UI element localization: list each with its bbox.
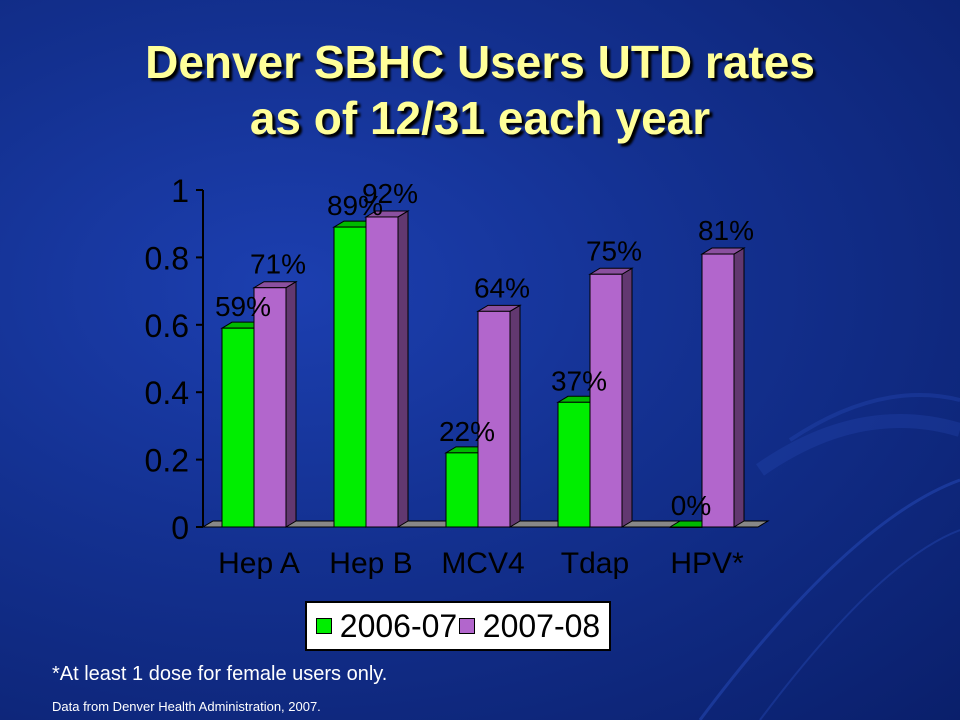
bar-series-2-side [397,210,409,528]
title-line-2: as of 12/31 each year [249,92,711,144]
y-tick-label: 0.6 [145,308,189,344]
x-category-label: Hep B [329,547,412,580]
bar-series-2 [253,287,287,528]
x-category-label: Hep A [218,547,300,580]
bar-series-2-side [621,267,633,528]
data-label-series-1: 0% [671,490,711,521]
y-tick-label: 0.8 [145,240,189,276]
data-label-series-1: 59% [215,291,271,322]
bar-series-2-side [285,280,297,528]
legend-item-series-2: 2007-08 [458,607,601,645]
data-label-series-2: 92% [362,178,418,209]
legend-label-series-2: 2007-08 [482,607,601,644]
slide-title: Denver SBHC Users UTD rates as of 12/31 … [0,34,960,146]
bar-series-1 [445,452,479,528]
x-category-label: Tdap [561,547,629,580]
legend-label-series-1: 2006-07 [339,607,458,644]
bar-series-2 [701,253,735,528]
source-note: Data from Denver Health Administration, … [52,699,321,714]
data-label-series-1: 37% [551,365,607,396]
y-tick-label: 1 [171,173,189,209]
bar-series-2 [365,216,399,528]
legend-item-series-1: 2006-07 [315,607,458,645]
bar-series-1 [557,401,591,528]
footnote: *At least 1 dose for female users only. [52,663,388,685]
x-category-label: MCV4 [441,547,524,580]
bar-series-2-side [509,304,521,528]
legend-swatch-series-1 [315,618,332,634]
legend-swatch-series-2 [458,618,475,634]
y-tick-label: 0.2 [145,443,189,479]
bar-series-2 [477,310,511,528]
data-label-series-2: 75% [586,235,642,266]
y-tick-label: 0.4 [145,375,189,411]
x-category-label: HPV* [670,547,744,580]
data-label-series-1: 22% [439,416,495,447]
bar-series-1 [333,226,367,528]
data-label-series-2: 64% [474,272,530,303]
bar-series-2 [589,273,623,528]
title-line-1: Denver SBHC Users UTD rates [145,36,815,88]
bar-series-1 [221,327,255,528]
data-label-series-2: 81% [698,215,754,246]
bar-series-1 [669,526,703,528]
chart-legend: 2006-07 2007-08 [305,601,611,651]
bar-series-2-side [733,247,745,528]
y-tick-label: 0 [171,510,189,546]
data-label-series-2: 71% [250,249,306,280]
data-label-series-1: 89% [327,190,383,221]
